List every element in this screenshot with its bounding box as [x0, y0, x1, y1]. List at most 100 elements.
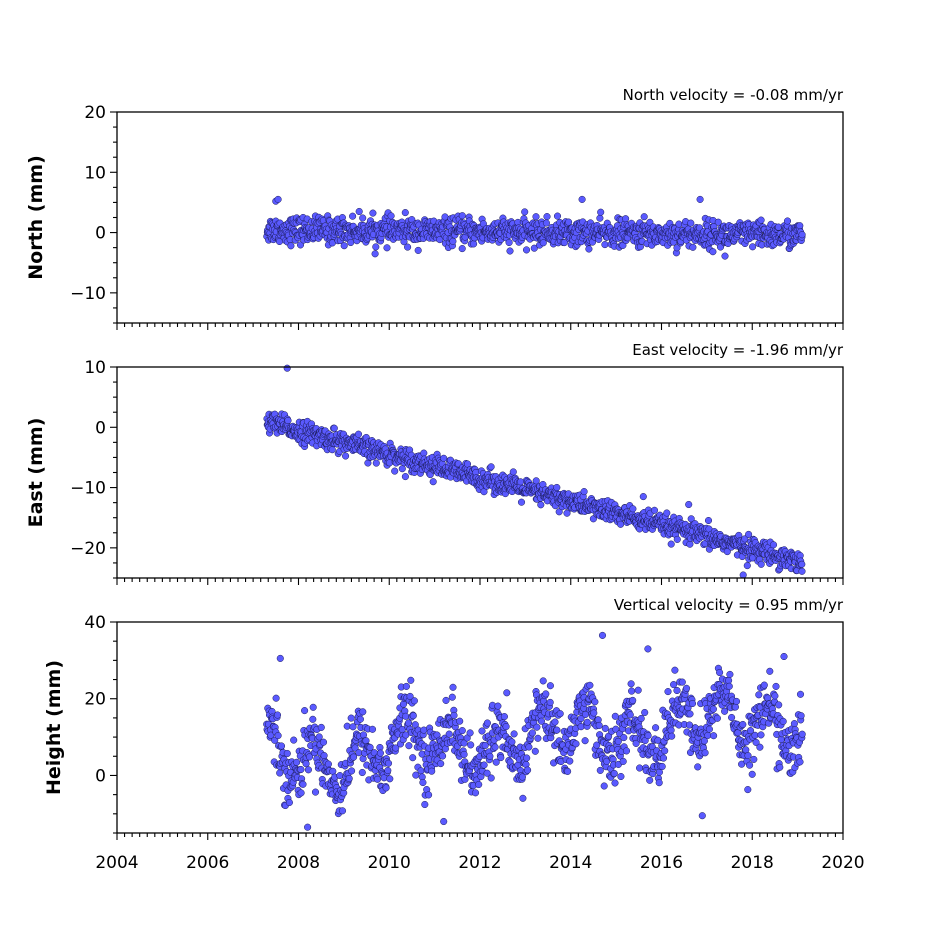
data-point	[650, 506, 659, 514]
data-point	[421, 800, 429, 809]
y-tick-label: −10	[70, 284, 106, 304]
data-point	[725, 682, 733, 690]
data-point	[551, 718, 559, 726]
data-point	[384, 766, 392, 775]
data-point	[796, 758, 804, 766]
data-point	[670, 681, 678, 689]
data-point	[710, 732, 718, 740]
data-point	[626, 711, 634, 719]
data-point	[368, 725, 377, 733]
data-point	[771, 692, 779, 700]
data-point	[272, 694, 280, 702]
y-tick-label: −20	[70, 539, 106, 559]
x-tick-label: 2020	[821, 853, 864, 873]
data-point	[391, 467, 399, 475]
data-point	[277, 742, 286, 750]
data-point	[297, 789, 305, 797]
data-point	[617, 772, 625, 781]
data-point	[728, 713, 736, 722]
data-point	[356, 715, 364, 723]
data-point	[698, 812, 706, 820]
data-point	[777, 736, 785, 744]
data-point	[417, 767, 425, 775]
data-point	[716, 668, 724, 677]
data-point	[407, 676, 415, 684]
data-point	[667, 726, 675, 734]
height-panel: 0 20 40 2004 2006 2008 2010 2012 2014 2016 2018 202…	[43, 596, 865, 873]
data-point	[505, 238, 513, 247]
data-point	[382, 784, 390, 792]
data-point	[637, 714, 645, 723]
data-point	[639, 493, 647, 501]
x-tick-label: 2010	[368, 853, 411, 873]
data-point	[757, 216, 765, 224]
data-point	[790, 720, 798, 728]
data-point	[685, 500, 693, 509]
data-point	[440, 817, 448, 826]
data-point	[532, 213, 540, 221]
data-point	[542, 690, 550, 698]
data-point	[445, 730, 453, 738]
data-point	[564, 767, 572, 775]
data-point	[376, 749, 384, 757]
data-point	[533, 723, 541, 731]
data-point	[664, 688, 672, 696]
data-point	[486, 752, 494, 760]
data-point	[494, 702, 502, 710]
data-point	[466, 729, 474, 737]
data-point	[404, 719, 413, 727]
data-point	[739, 720, 747, 729]
data-point	[510, 730, 518, 738]
data-point	[688, 699, 697, 708]
data-point	[342, 452, 350, 460]
data-point	[449, 683, 457, 691]
data-point	[531, 747, 539, 755]
data-point	[478, 727, 486, 735]
data-point	[296, 241, 305, 249]
data-point	[689, 243, 697, 251]
data-point	[487, 463, 495, 471]
data-point	[622, 747, 631, 755]
data-point	[766, 667, 774, 675]
data-point	[439, 752, 447, 760]
data-point	[705, 725, 713, 733]
data-point	[405, 742, 413, 750]
data-point	[372, 243, 380, 251]
data-point	[659, 754, 668, 762]
east-velocity-annotation: East velocity = -1.96 mm/yr	[632, 341, 844, 359]
data-point	[797, 712, 805, 720]
data-point	[601, 724, 609, 732]
data-point	[686, 710, 694, 718]
data-point	[470, 240, 478, 248]
data-point	[721, 252, 729, 260]
data-point	[448, 693, 456, 701]
data-point	[330, 424, 338, 432]
data-point	[481, 741, 489, 749]
data-point	[319, 738, 328, 746]
data-point	[414, 246, 422, 254]
data-point	[409, 712, 417, 720]
data-point	[467, 741, 475, 749]
data-point	[503, 689, 511, 697]
data-point	[302, 760, 310, 768]
data-point	[340, 242, 348, 250]
data-point	[661, 747, 669, 755]
data-point	[449, 237, 457, 245]
data-point	[347, 714, 355, 722]
data-point	[273, 711, 282, 719]
y-tick-label: 0	[95, 418, 106, 438]
data-point	[516, 478, 525, 486]
data-point	[732, 697, 741, 705]
data-point	[373, 775, 382, 783]
data-point	[480, 761, 488, 769]
data-point	[350, 753, 358, 761]
data-point	[578, 195, 586, 203]
data-point	[798, 231, 806, 239]
data-point	[644, 732, 652, 740]
data-point	[646, 776, 654, 784]
y-tick-label: 20	[84, 690, 106, 710]
data-point	[744, 752, 752, 760]
data-point	[583, 718, 591, 726]
data-point	[655, 779, 663, 787]
